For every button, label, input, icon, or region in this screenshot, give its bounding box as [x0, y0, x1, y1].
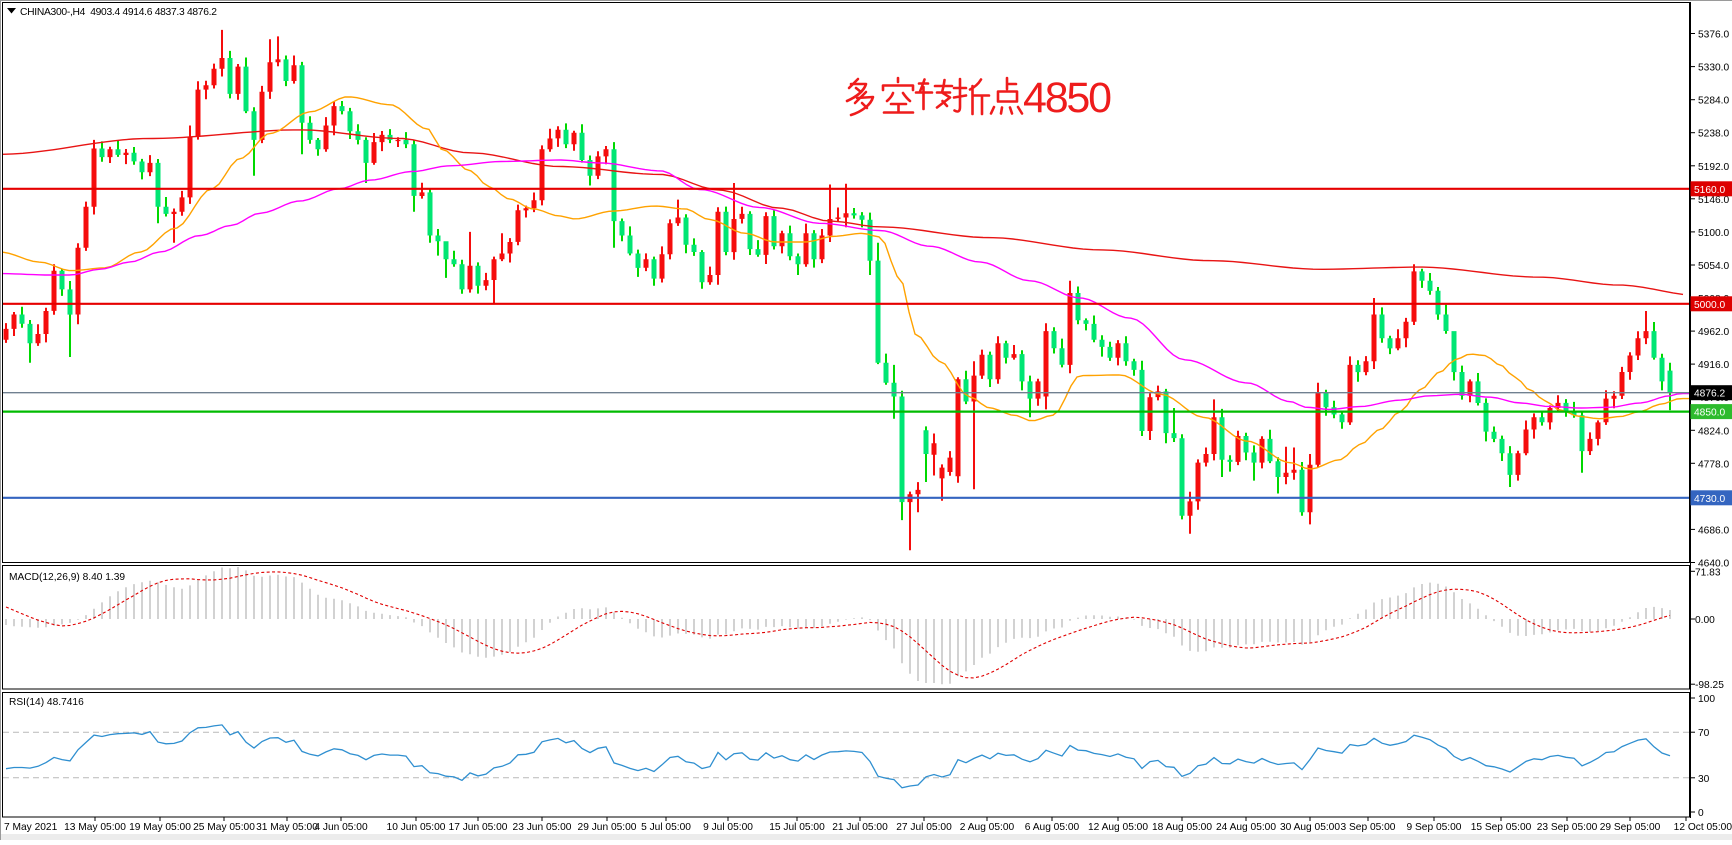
svg-text:4962.0: 4962.0 [1698, 327, 1729, 338]
svg-text:15 Sep 05:00: 15 Sep 05:00 [1471, 822, 1532, 833]
svg-text:9 Sep 05:00: 9 Sep 05:00 [1407, 822, 1462, 833]
svg-text:5 Jul 05:00: 5 Jul 05:00 [641, 822, 691, 833]
svg-text:4 Jun 05:00: 4 Jun 05:00 [314, 822, 368, 833]
svg-text:18 Aug 05:00: 18 Aug 05:00 [1152, 822, 1212, 833]
svg-text:CHINA300-,H4 4903.4 4914.6 48: CHINA300-,H4 4903.4 4914.6 4837.3 4876.2 [20, 7, 217, 18]
svg-text:6 Aug 05:00: 6 Aug 05:00 [1025, 822, 1080, 833]
svg-text:30: 30 [1698, 774, 1710, 785]
svg-text:70: 70 [1698, 728, 1710, 739]
svg-text:5000.0: 5000.0 [1694, 300, 1725, 311]
svg-text:5100.0: 5100.0 [1698, 228, 1729, 239]
svg-text:5192.0: 5192.0 [1698, 162, 1729, 173]
svg-text:4850.0: 4850.0 [1694, 408, 1725, 419]
svg-text:4686.0: 4686.0 [1698, 525, 1729, 536]
svg-text:5376.0: 5376.0 [1698, 30, 1729, 41]
svg-text:0: 0 [1698, 808, 1704, 819]
svg-text:5238.0: 5238.0 [1698, 129, 1729, 140]
svg-text:29 Sep 05:00: 29 Sep 05:00 [1600, 822, 1661, 833]
svg-text:4876.2: 4876.2 [1694, 389, 1725, 400]
svg-text:19 May 05:00: 19 May 05:00 [129, 822, 191, 833]
svg-text:12 Aug 05:00: 12 Aug 05:00 [1088, 822, 1148, 833]
svg-text:4778.0: 4778.0 [1698, 459, 1729, 470]
svg-text:29 Jun 05:00: 29 Jun 05:00 [578, 822, 637, 833]
svg-text:100: 100 [1698, 694, 1715, 705]
svg-text:2 Aug 05:00: 2 Aug 05:00 [960, 822, 1015, 833]
svg-text:4850: 4850 [1023, 74, 1111, 122]
svg-text:25 May 05:00: 25 May 05:00 [193, 822, 255, 833]
svg-text:71.83: 71.83 [1695, 567, 1721, 578]
svg-text:5284.0: 5284.0 [1698, 96, 1729, 107]
svg-text:9 Jul 05:00: 9 Jul 05:00 [703, 822, 753, 833]
svg-text:13 May 05:00: 13 May 05:00 [64, 822, 126, 833]
svg-text:24 Aug 05:00: 24 Aug 05:00 [1216, 822, 1276, 833]
svg-text:RSI(14) 48.7416: RSI(14) 48.7416 [9, 697, 84, 708]
svg-text:5146.0: 5146.0 [1698, 195, 1729, 206]
svg-text:5054.0: 5054.0 [1698, 261, 1729, 272]
svg-text:7 May 2021: 7 May 2021 [4, 822, 58, 833]
svg-text:MACD(12,26,9) 8.40 1.39: MACD(12,26,9) 8.40 1.39 [9, 572, 125, 583]
svg-text:3 Sep 05:00: 3 Sep 05:00 [1341, 822, 1396, 833]
svg-text:21 Jul 05:00: 21 Jul 05:00 [832, 822, 888, 833]
svg-text:12 Oct 05:00: 12 Oct 05:00 [1674, 822, 1732, 833]
svg-text:4916.0: 4916.0 [1698, 360, 1729, 371]
svg-text:31 May 05:00: 31 May 05:00 [256, 822, 318, 833]
svg-text:5160.0: 5160.0 [1694, 185, 1725, 196]
svg-text:-98.25: -98.25 [1695, 680, 1724, 691]
svg-text:30 Aug 05:00: 30 Aug 05:00 [1280, 822, 1340, 833]
svg-text:15 Jul 05:00: 15 Jul 05:00 [769, 822, 825, 833]
svg-text:10 Jun 05:00: 10 Jun 05:00 [387, 822, 446, 833]
svg-text:23 Jun 05:00: 23 Jun 05:00 [513, 822, 572, 833]
svg-text:4730.0: 4730.0 [1694, 494, 1725, 505]
svg-text:23 Sep 05:00: 23 Sep 05:00 [1537, 822, 1598, 833]
svg-text:4824.0: 4824.0 [1698, 426, 1729, 437]
svg-text:17 Jun 05:00: 17 Jun 05:00 [449, 822, 508, 833]
svg-text:5330.0: 5330.0 [1698, 63, 1729, 74]
svg-text:27 Jul 05:00: 27 Jul 05:00 [896, 822, 952, 833]
svg-text:0.00: 0.00 [1695, 615, 1715, 626]
